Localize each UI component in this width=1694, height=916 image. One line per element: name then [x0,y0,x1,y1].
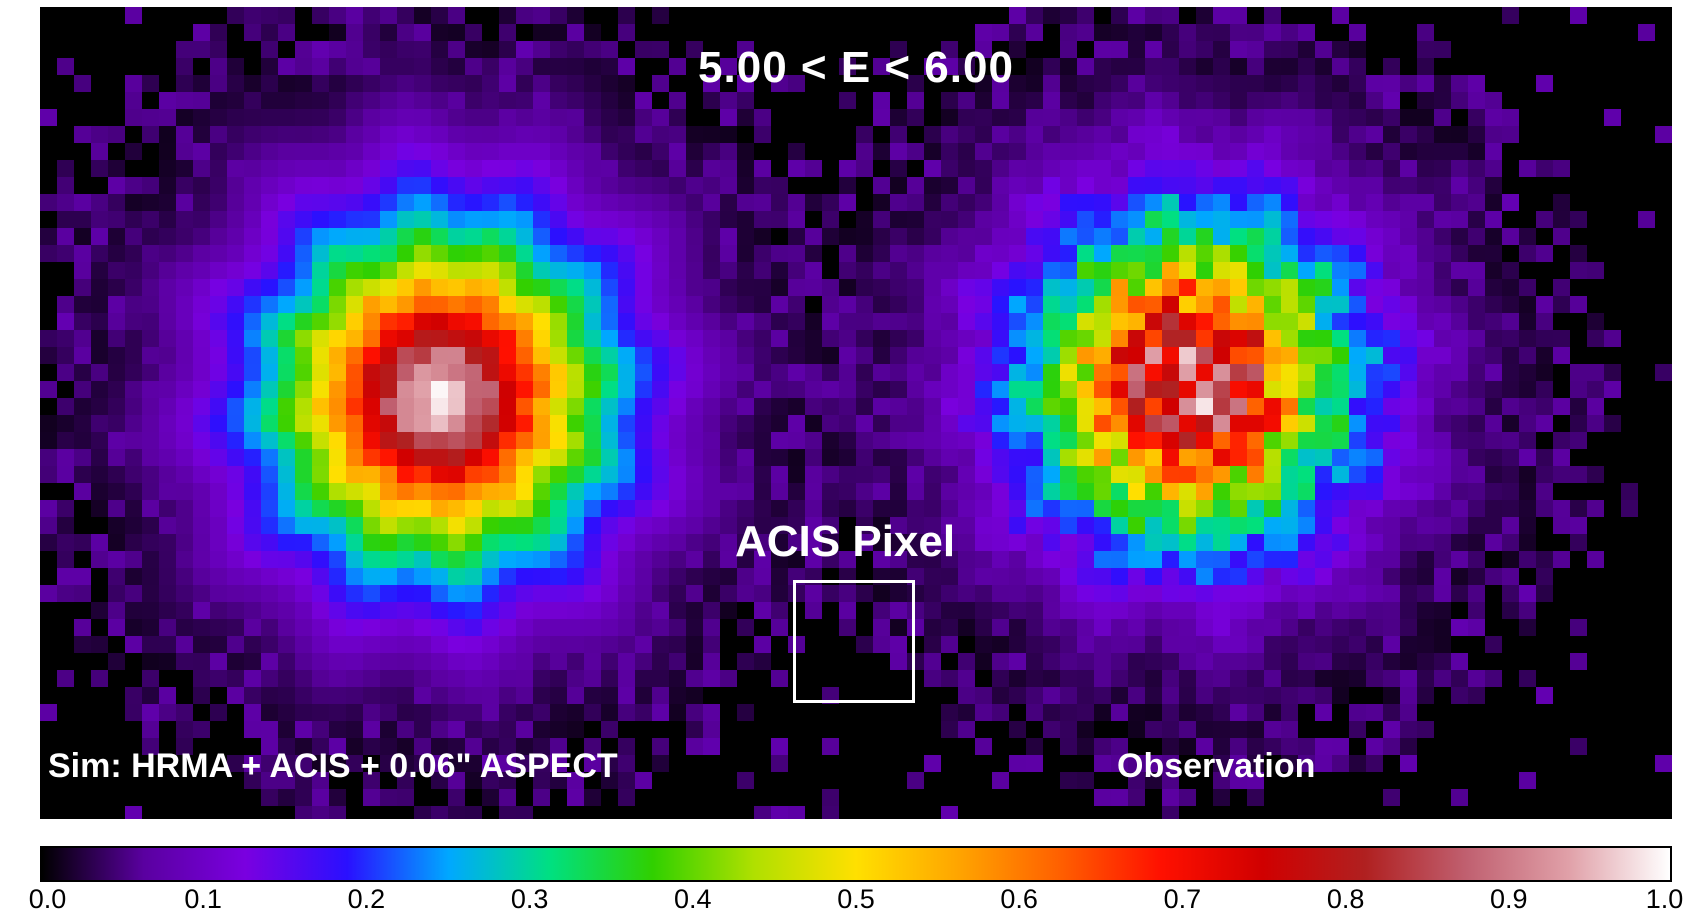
colorbar-tick-label: 0.5 [837,884,875,914]
colorbar-tick-label: 0.2 [347,884,386,914]
image-panel: 5.00 < E < 6.00 ACIS Pixel Sim: HRMA + A… [40,7,1672,819]
simulation-label: Sim: HRMA + ACIS + 0.06" ASPECT [48,747,618,785]
colorbar-tick-label: 0.1 [184,884,222,914]
colorbar-tick-label: 0.6 [1000,884,1038,914]
colorbar-tick-label: 0.4 [674,884,712,914]
observation-label: Observation [1117,747,1316,785]
colorbar-tick-label: 0.7 [1163,884,1202,914]
colorbar [40,846,1672,882]
acis-pixel-box [793,580,915,703]
acis-pixel-label: ACIS Pixel [735,517,956,566]
colorbar-tick-label: 0.8 [1326,884,1365,914]
colorbar-tick-label: 0.9 [1490,884,1528,914]
colorbar-tick-label: 0.0 [28,884,67,914]
colorbar-tick-label: 0.3 [510,884,549,914]
colorbar-tick-labels: 0.0 0.1 0.2 0.3 0.4 0.5 0.6 0.7 0.8 0.9 1.0 [29,884,1684,914]
colorbar-tick-label: 1.0 [1645,884,1684,914]
energy-range-title: 5.00 < E < 6.00 [698,43,1014,92]
psf-heatmap [40,7,1672,819]
